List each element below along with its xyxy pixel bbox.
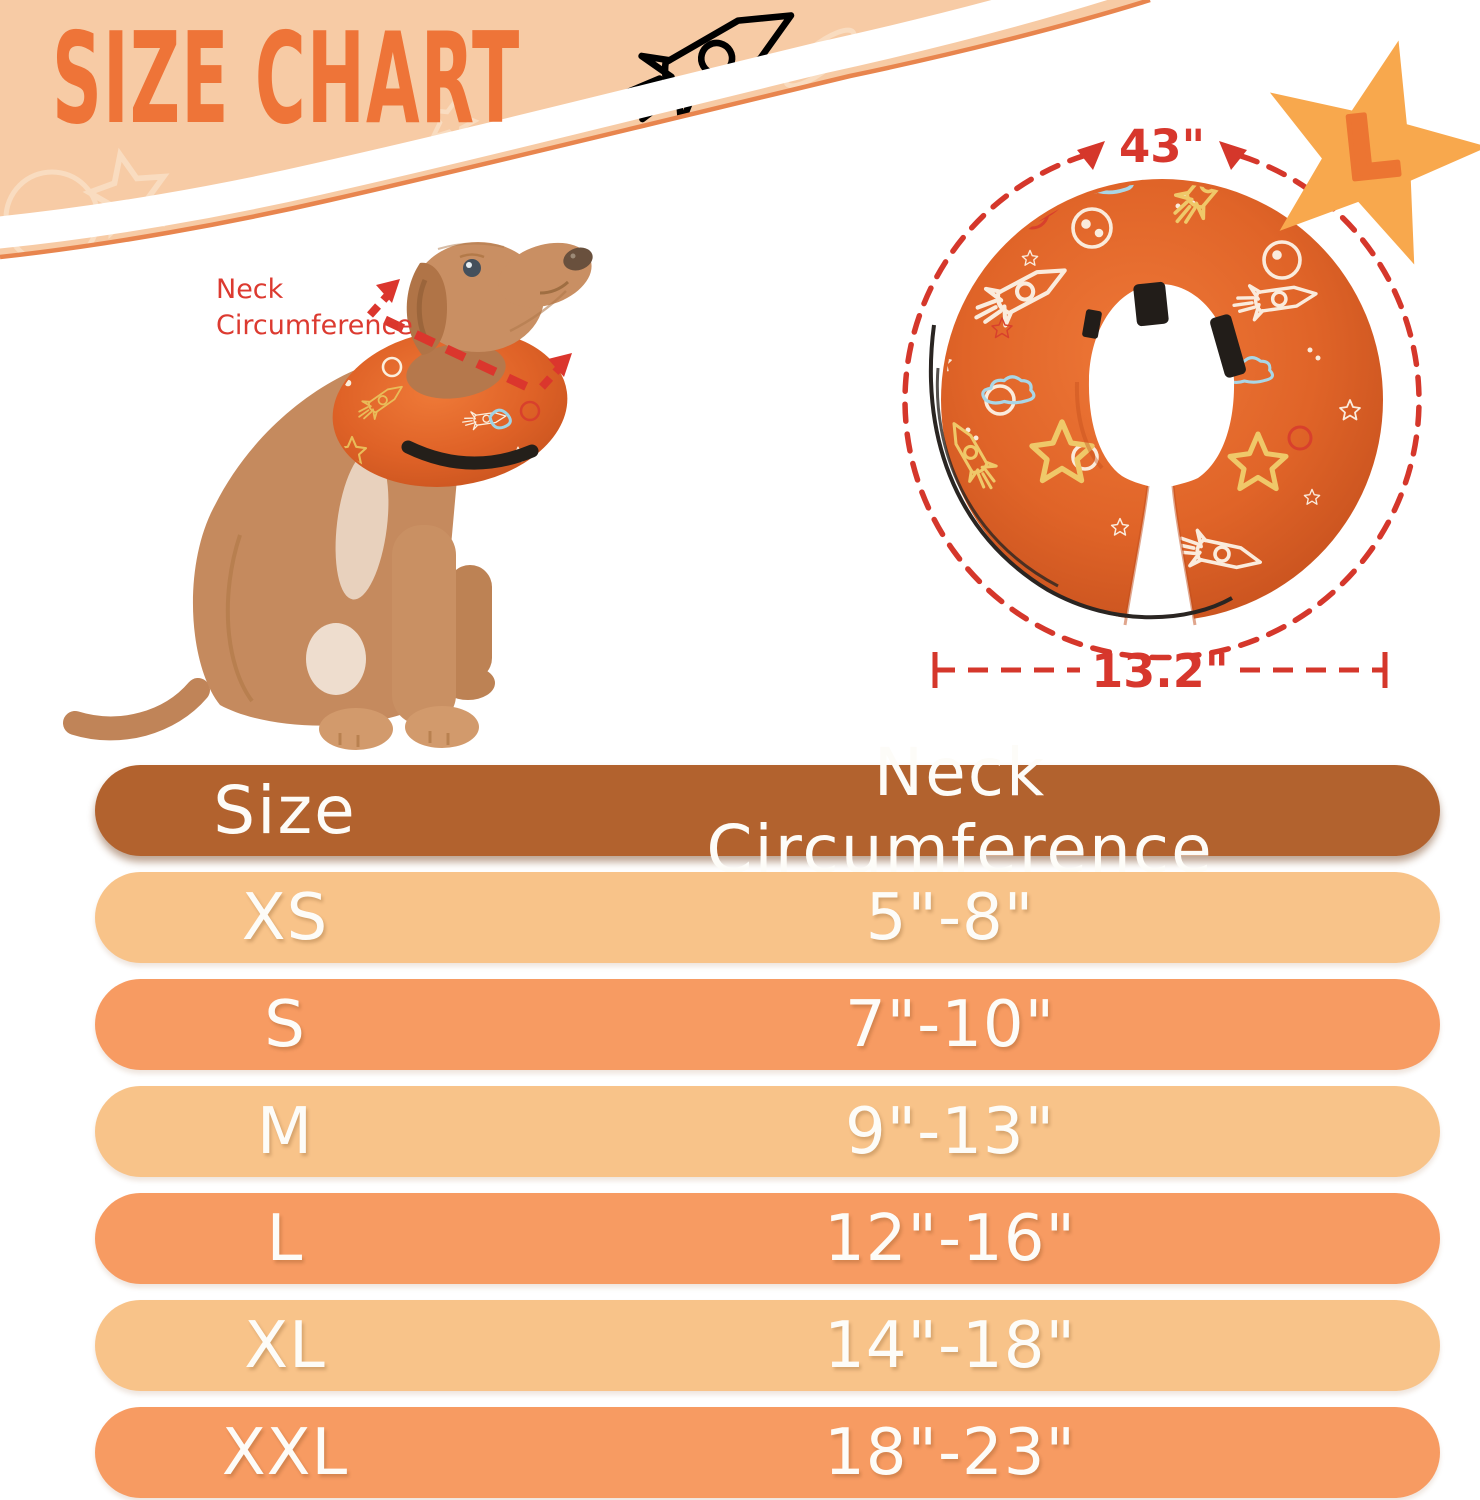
width-value: 13.2" (1091, 644, 1229, 698)
table-row-xs: XS 5"-8" (95, 872, 1440, 963)
table-header-row: Size Neck Circumference (95, 734, 1440, 888)
outer-circumference-value: 43" (1118, 120, 1206, 173)
white-sweep-band (0, 0, 1108, 249)
collar-product-illustration (902, 141, 1422, 688)
size-chart-title: SIZE CHART (52, 5, 521, 152)
outer-circumference-dashes (902, 141, 1422, 661)
neck-range-value: 14"-18" (824, 1308, 1076, 1383)
puppy-front-leg (392, 525, 456, 725)
orange-curve-line (0, 0, 1151, 260)
neck-range-value: 7"-10" (844, 987, 1056, 1062)
neck-range-value: 5"-8" (865, 880, 1035, 955)
size-column-header: Size (213, 772, 357, 849)
puppy-head (406, 242, 593, 355)
size-value: XXL (221, 1415, 349, 1490)
collar-neck-hole (1088, 284, 1235, 625)
table-row-m: M 9"-13" (95, 1086, 1440, 1177)
table-row-l: L 12"-16" (95, 1193, 1440, 1284)
collar-valve-slit (401, 440, 539, 470)
size-value: S (264, 987, 306, 1062)
neck-measure-dashes (367, 279, 572, 397)
table-row-s: S 7"-10" (95, 979, 1440, 1070)
puppy-collar (332, 323, 568, 487)
neck-circumference-label: Neck Circumference (216, 274, 413, 342)
neck-range-value: 9"-13" (844, 1094, 1056, 1169)
size-value: XL (244, 1308, 326, 1383)
table-row-xxl: XXL 18"-23" (95, 1407, 1440, 1498)
table-row-xl: XL 14"-18" (95, 1300, 1440, 1391)
puppy-with-collar-illustration (63, 242, 593, 750)
neck-range-value: 18"-23" (824, 1415, 1076, 1490)
size-value: XS (241, 880, 329, 955)
puppy-ear (406, 262, 447, 355)
size-value: M (256, 1094, 314, 1169)
badge-letter: L (1339, 95, 1404, 200)
collar-buckle (1082, 281, 1246, 378)
neck-range-value: 12"-16" (824, 1201, 1076, 1276)
star-icon (1269, 40, 1480, 265)
width-dimension-line (932, 652, 1388, 688)
collar-cord (928, 324, 1233, 620)
size-value: L (266, 1201, 304, 1276)
collar-donut (928, 179, 1383, 626)
size-star-badge: L (1269, 40, 1480, 265)
neck-column-header: Neck Circumference (706, 733, 1214, 888)
puppy-tail (63, 678, 210, 741)
